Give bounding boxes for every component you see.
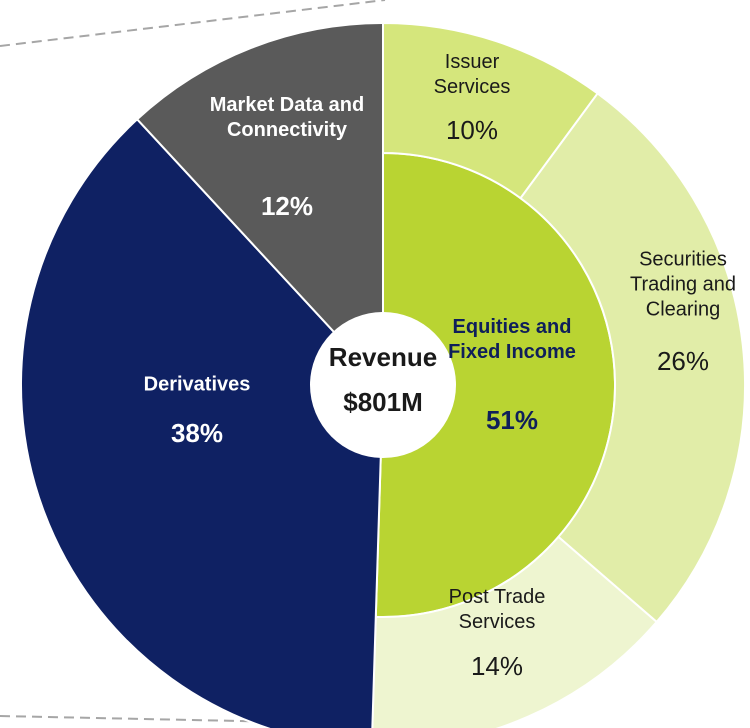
center-circle	[310, 312, 456, 458]
segment	[135, 21, 384, 388]
segment-label: Derivatives	[143, 373, 251, 396]
child-label: Securities Trading and Clearing	[630, 248, 736, 321]
child-value-label: 26%	[656, 345, 710, 376]
child-label: Post Trade Services	[448, 586, 546, 633]
center-label: $801M	[343, 386, 423, 417]
segment	[20, 117, 385, 728]
decor-line	[0, 0, 386, 47]
value-label: 12%	[260, 190, 314, 221]
value-label: 51%	[485, 404, 539, 435]
segment-label: Market Data and Connectivity	[209, 94, 365, 141]
segments	[20, 21, 746, 728]
child-label: Issuer Services	[433, 51, 511, 98]
value-label: 38%	[170, 417, 224, 448]
child-value-label: 10%	[445, 114, 499, 145]
child-value-label: 14%	[470, 650, 524, 681]
segment-label: Equities and Fixed Income	[448, 316, 576, 363]
child-segment	[371, 535, 659, 728]
child-segment	[519, 92, 746, 624]
center-label: Revenue	[328, 341, 438, 372]
